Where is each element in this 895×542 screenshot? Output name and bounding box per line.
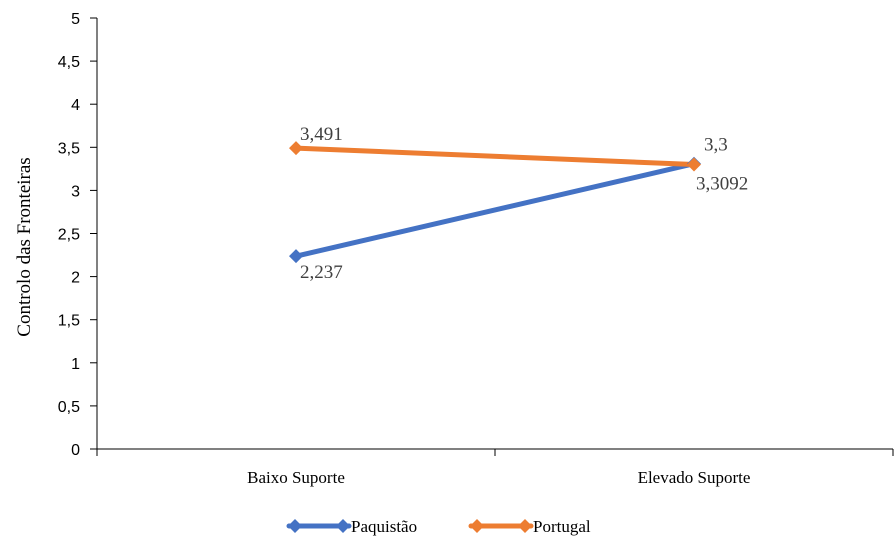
series-lines: [293, 145, 697, 259]
y-tick-label: 2,5: [58, 227, 80, 244]
y-tick-label: 4: [71, 97, 80, 114]
y-tick-label: 0,5: [58, 399, 80, 416]
y-axis: 0 0,5 1 1,5 2 2,5 3 3,5 4 4,5 5: [58, 11, 98, 459]
data-label: 2,237: [300, 262, 343, 283]
x-category-label: Elevado Suporte: [638, 468, 751, 487]
legend-label: Portugal: [533, 517, 591, 536]
data-label: 3,491: [300, 124, 343, 145]
legend: Paquistão Portugal: [286, 517, 591, 536]
legend-label: Paquistão: [351, 517, 417, 536]
legend-marker: [518, 519, 532, 533]
data-point-marker: [289, 249, 303, 264]
legend-marker: [288, 519, 302, 533]
data-point-marker: [289, 141, 303, 156]
data-label: 3,3: [704, 135, 728, 156]
y-tick-label: 4,5: [58, 54, 80, 71]
y-tick-label: 2: [71, 270, 80, 287]
x-axis: Baixo Suporte Elevado Suporte: [96, 448, 894, 487]
y-axis-title: Controlo das Fronteiras: [14, 157, 35, 336]
data-label: 3,3092: [696, 174, 748, 195]
y-tick-label: 3: [71, 183, 80, 200]
data-labels: 2,237 3,3092 3,491 3,3: [300, 124, 748, 283]
y-tick-label: 1,5: [58, 313, 80, 330]
x-category-label: Baixo Suporte: [247, 468, 345, 487]
y-tick-label: 0: [71, 442, 80, 459]
series-line-0: [293, 161, 697, 259]
series-markers: [289, 141, 701, 264]
y-tick-label: 3,5: [58, 140, 80, 157]
series-line-1: [293, 145, 697, 168]
data-point-marker: [687, 157, 701, 172]
y-tick-label: 1: [71, 356, 80, 373]
legend-marker: [336, 519, 350, 533]
legend-marker: [470, 519, 484, 533]
y-tick-label: 5: [71, 11, 80, 28]
